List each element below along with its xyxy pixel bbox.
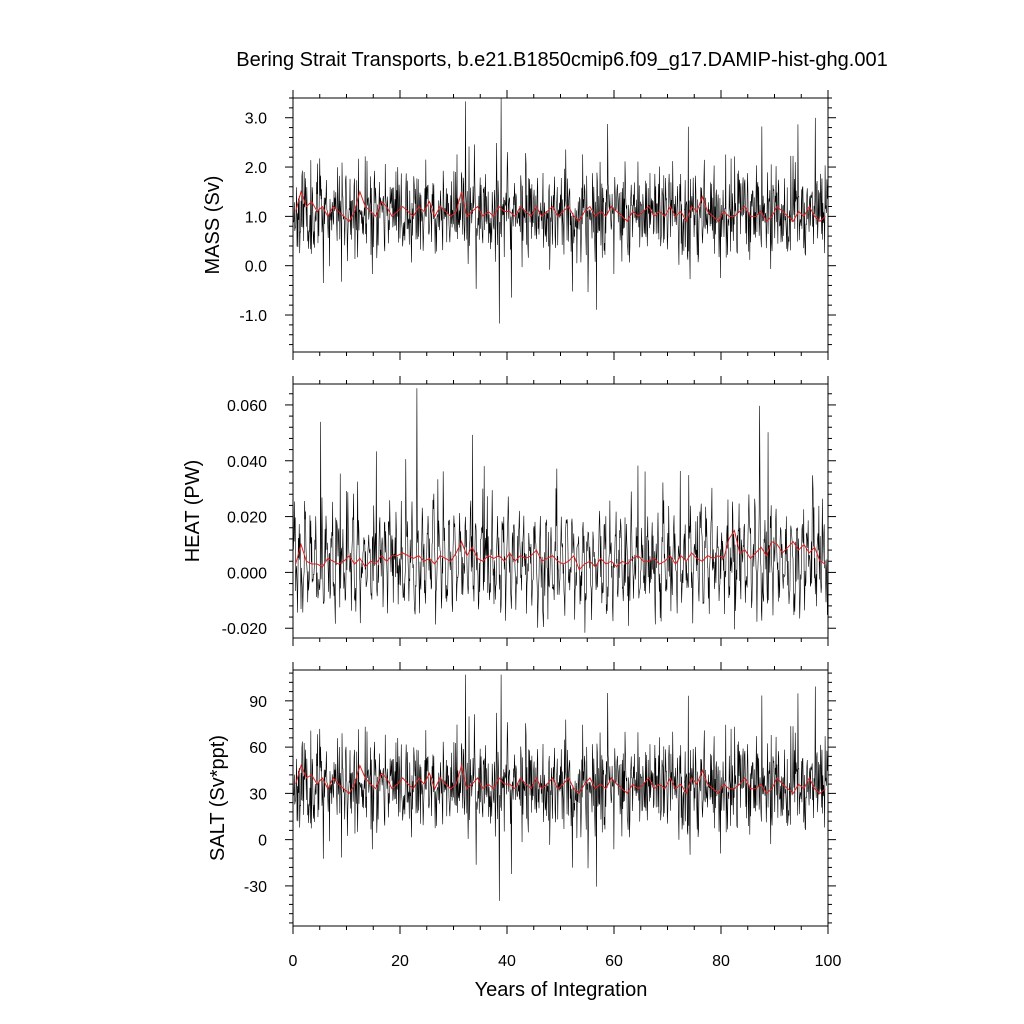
annual-mean-line [295, 190, 826, 223]
x-tick-label: 100 [815, 953, 842, 970]
x-axis-label: Years of Integration [475, 979, 648, 1001]
y-tick-label: -30 [244, 879, 267, 896]
y-axis-label: MASS (Sv) [202, 176, 224, 275]
panels: -1.0 0.0 1.0 2.0 3.0 MASS (Sv) -0.020 0.000 0.02… [182, 90, 841, 970]
y-tick-label: 0.060 [227, 398, 267, 415]
x-tick-label: 80 [712, 953, 730, 970]
panel-1: -1.0 0.0 1.0 2.0 3.0 MASS (Sv) [202, 90, 836, 360]
y-tick-label: 1.0 [245, 209, 267, 226]
y-tick-label: 3.0 [245, 111, 267, 128]
chart-title: Bering Strait Transports, b.e21.B1850cmi… [236, 49, 887, 71]
x-tick-label: 40 [498, 953, 516, 970]
x-tick-label: 0 [289, 953, 298, 970]
panel-2: -0.020 0.000 0.020 0.040 0.060 HEAT (PW) [182, 376, 836, 646]
y-tick-label: 2.0 [245, 160, 267, 177]
panel-3: 0 20 40 60 80 100 -30 0 30 60 90 SALT (Sv*ppt) [207, 662, 841, 970]
y-tick-label: 0.000 [227, 565, 267, 582]
y-tick-label: 60 [249, 740, 267, 757]
y-tick-label: 0.040 [227, 454, 267, 471]
monthly-series-line [293, 674, 828, 901]
annual-mean-line [295, 763, 826, 795]
y-tick-label: 90 [249, 694, 267, 711]
plot-frame [292, 383, 829, 639]
y-axis-label: HEAT (PW) [182, 460, 204, 563]
y-tick-label: 0.0 [245, 259, 267, 276]
monthly-series-line [293, 97, 828, 324]
monthly-series-line [293, 388, 828, 633]
annual-mean-line [295, 529, 826, 571]
y-tick-label: 0 [258, 833, 267, 850]
x-tick-label: 20 [391, 953, 409, 970]
y-axis-label: SALT (Sv*ppt) [207, 735, 229, 861]
y-tick-label: -0.020 [222, 621, 267, 638]
y-tick-label: 0.020 [227, 510, 267, 527]
x-tick-label: 60 [605, 953, 623, 970]
y-tick-label: 30 [249, 786, 267, 803]
y-tick-label: -1.0 [239, 308, 267, 325]
